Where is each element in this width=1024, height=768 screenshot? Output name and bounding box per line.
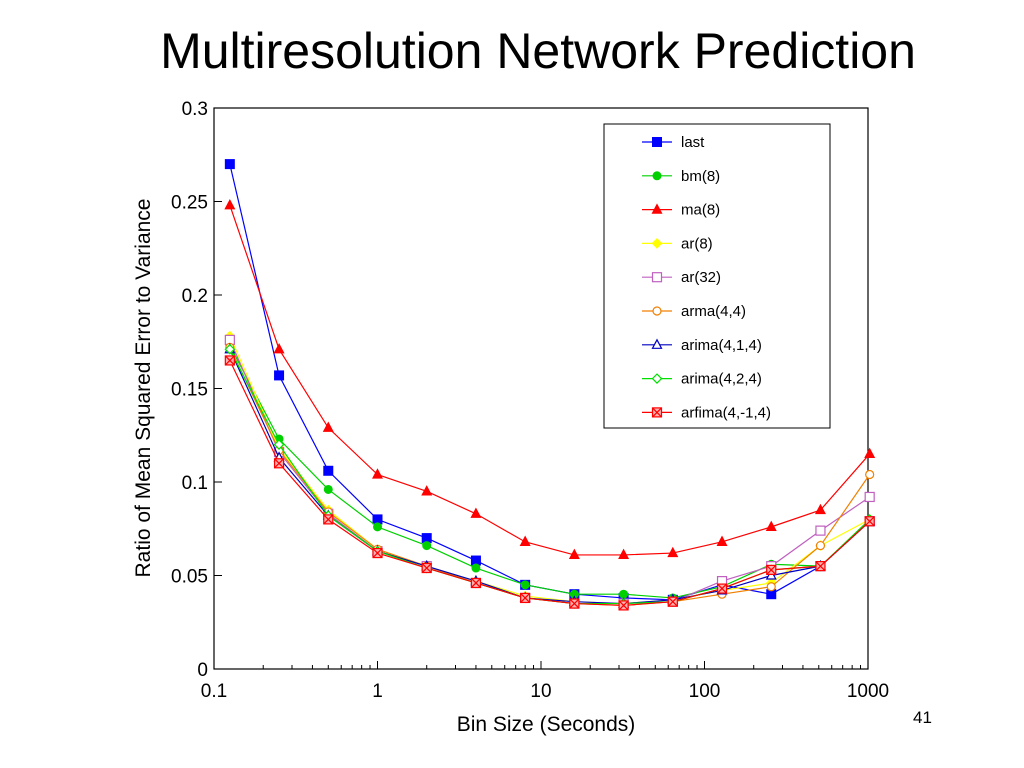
- legend-label: bm(8): [681, 168, 720, 185]
- data-point: [323, 514, 334, 525]
- series-line: [229, 335, 870, 605]
- data-point: [864, 447, 876, 459]
- legend-marker: [651, 272, 663, 283]
- x-axis-title: Bin Size (Seconds): [457, 713, 636, 736]
- data-point: [372, 547, 383, 559]
- data-point: [471, 563, 481, 573]
- legend-marker: [652, 171, 662, 181]
- legend-marker: [651, 407, 663, 418]
- data-point: [815, 525, 826, 536]
- data-point: [667, 596, 678, 607]
- y-axis: 0 0.05 0.1 0.15 0.2 0.25 0.3: [171, 99, 222, 681]
- data-point: [323, 465, 334, 476]
- data-point: [224, 159, 235, 170]
- data-point: [520, 580, 530, 590]
- series-layer: [224, 159, 876, 611]
- series-line: [229, 205, 871, 556]
- y-axis-title: Ratio of Mean Squared Error to Variance: [132, 199, 155, 578]
- x-tick-label: 10: [530, 681, 551, 702]
- x-tick-label: 1000: [847, 681, 889, 702]
- legend-marker: [651, 238, 663, 249]
- data-point: [667, 546, 679, 558]
- legend-item: arima(4,1,4): [642, 337, 762, 354]
- legend-label: last: [681, 134, 705, 151]
- data-point: [421, 485, 433, 496]
- data-point: [569, 598, 580, 609]
- data-point: [520, 592, 531, 604]
- series-2: [224, 198, 876, 560]
- x-tick-label: 1: [372, 681, 383, 702]
- x-tick-label: 100: [689, 681, 721, 702]
- data-point: [766, 564, 777, 575]
- legend-label: arma(4,4): [681, 303, 746, 320]
- legend-item: last: [642, 134, 705, 151]
- data-point: [373, 522, 382, 532]
- x-axis: 0.1 1 10 100 1000: [201, 661, 889, 702]
- data-point: [224, 198, 236, 210]
- data-point: [421, 562, 432, 574]
- data-point: [323, 484, 333, 494]
- y-tick-label: 0.05: [171, 567, 208, 588]
- legend-item: arima(4,2,4): [642, 371, 762, 388]
- data-point: [864, 516, 875, 527]
- legend-item: ar(32): [642, 269, 721, 286]
- legend-box: [603, 123, 831, 429]
- data-point: [274, 370, 285, 381]
- data-point: [322, 421, 334, 432]
- legend-item: ma(8): [642, 202, 720, 219]
- data-point: [568, 548, 580, 560]
- legend: last bm(8) ma(8) ar(8) ar(32) arma(4,4) arima(…: [603, 123, 831, 429]
- data-point: [422, 541, 432, 551]
- legend-label: ma(8): [681, 202, 720, 219]
- series-8: [224, 355, 875, 611]
- data-point: [618, 600, 629, 611]
- data-point: [224, 343, 236, 355]
- y-tick-label: 0: [197, 660, 208, 681]
- legend-item: arfima(4,-1,4): [642, 404, 771, 421]
- slide-number: 41: [913, 708, 932, 727]
- data-point: [273, 458, 285, 469]
- legend-marker: [651, 203, 663, 214]
- legend-label: arfima(4,-1,4): [681, 404, 771, 421]
- legend-label: arima(4,2,4): [681, 371, 762, 388]
- legend-item: arma(4,4): [642, 303, 746, 320]
- y-tick-label: 0.3: [182, 99, 208, 120]
- data-point: [814, 503, 826, 515]
- legend-item: ar(8): [642, 235, 713, 252]
- data-point: [618, 548, 630, 560]
- data-point: [470, 577, 482, 589]
- legend-label: arima(4,1,4): [681, 337, 762, 354]
- legend-marker: [652, 306, 662, 316]
- x-tick-label: 0.1: [201, 681, 227, 702]
- series-line: [229, 360, 871, 607]
- data-point: [273, 439, 285, 450]
- y-tick-label: 0.1: [182, 473, 208, 494]
- data-point: [765, 520, 777, 531]
- legend-marker: [651, 338, 663, 349]
- data-point: [224, 355, 235, 366]
- data-point: [865, 469, 875, 480]
- y-tick-label: 0.25: [171, 193, 208, 214]
- slide-title: Multiresolution Network Prediction: [160, 23, 916, 79]
- data-point: [470, 507, 482, 518]
- legend-label: ar(8): [681, 235, 713, 252]
- data-point: [273, 342, 285, 354]
- data-point: [815, 540, 826, 551]
- data-point: [864, 491, 875, 503]
- data-point: [766, 582, 776, 592]
- legend-label: ar(32): [681, 269, 721, 286]
- data-point: [815, 561, 826, 572]
- y-tick-label: 0.15: [171, 380, 208, 401]
- y-tick-label: 0.2: [182, 286, 208, 307]
- data-point: [619, 589, 629, 599]
- data-point: [372, 468, 383, 479]
- data-point: [519, 535, 531, 546]
- data-point: [716, 535, 728, 546]
- legend-item: bm(8): [642, 168, 720, 185]
- data-point: [716, 583, 728, 594]
- legend-marker: [652, 137, 662, 147]
- legend-marker: [651, 373, 663, 384]
